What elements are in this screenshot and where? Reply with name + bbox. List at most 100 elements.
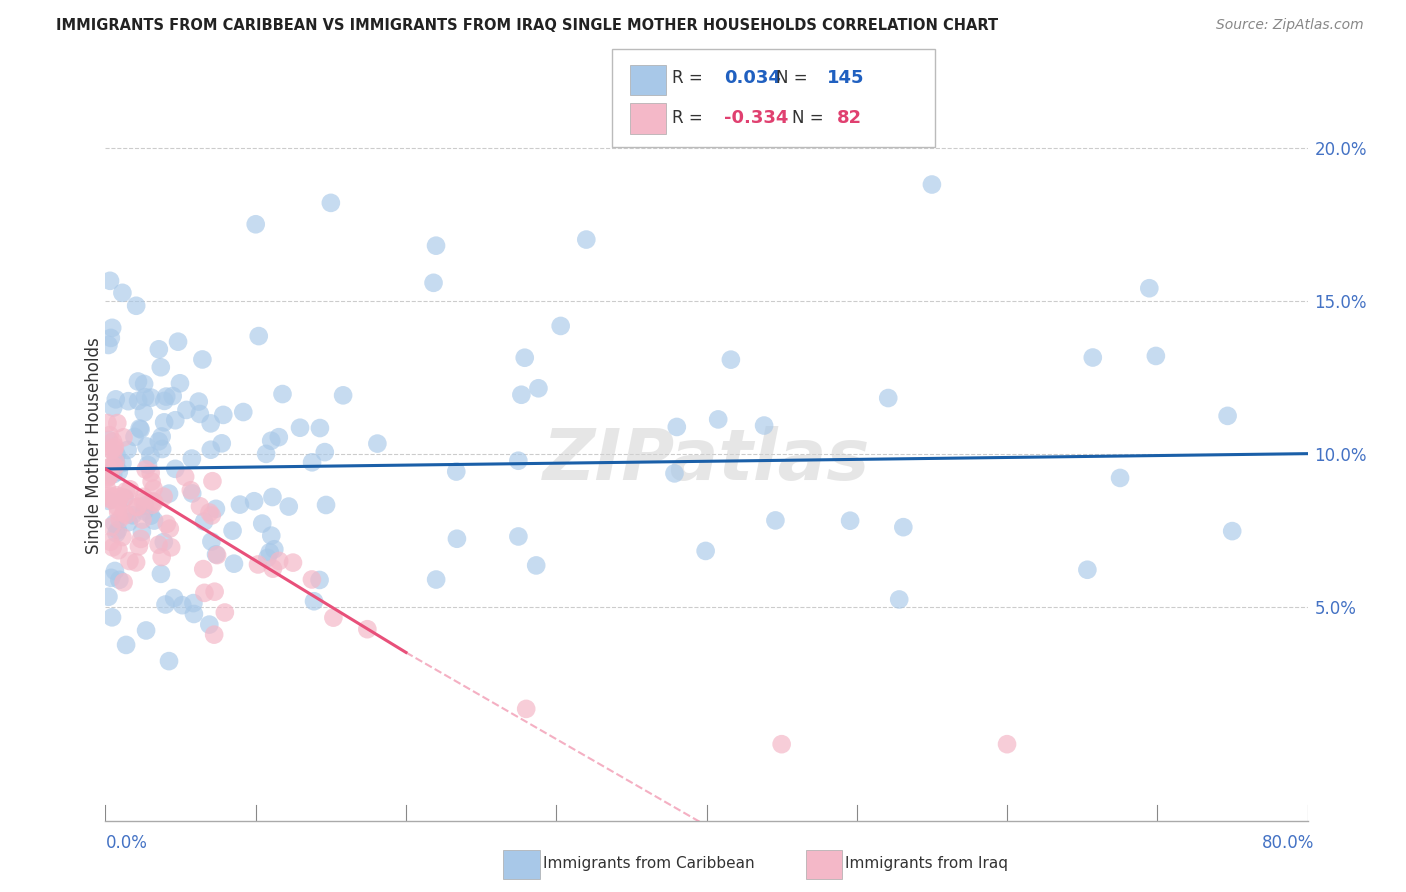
- Point: [664, 467, 686, 481]
- Point: [200, 417, 222, 431]
- Point: [153, 415, 176, 429]
- Point: [105, 416, 128, 430]
- Point: [157, 486, 180, 500]
- Point: [527, 381, 550, 395]
- Point: [127, 500, 149, 514]
- Point: [165, 413, 187, 427]
- Point: [180, 451, 202, 466]
- Point: [143, 495, 166, 509]
- Point: [105, 500, 128, 514]
- Point: [149, 360, 172, 375]
- Point: [135, 462, 157, 476]
- Point: [315, 498, 337, 512]
- Point: [107, 505, 129, 519]
- Text: 80.0%: 80.0%: [1263, 834, 1315, 852]
- Point: [214, 606, 236, 620]
- Text: Source: ZipAtlas.com: Source: ZipAtlas.com: [1216, 18, 1364, 32]
- Point: [425, 238, 447, 252]
- Point: [183, 607, 205, 621]
- Point: [131, 524, 153, 539]
- Point: [100, 491, 122, 506]
- Point: [262, 562, 284, 576]
- Point: [513, 351, 536, 365]
- Point: [117, 442, 139, 457]
- Point: [232, 405, 254, 419]
- Text: -0.334: -0.334: [724, 109, 789, 127]
- Point: [524, 558, 547, 573]
- Point: [108, 573, 131, 587]
- Text: 0.0%: 0.0%: [105, 834, 148, 852]
- Point: [695, 544, 717, 558]
- Point: [104, 440, 127, 454]
- Point: [174, 469, 197, 483]
- Point: [97, 493, 120, 508]
- Point: [1137, 281, 1160, 295]
- Point: [96, 482, 118, 496]
- Point: [150, 442, 173, 456]
- Point: [319, 195, 342, 210]
- Point: [1081, 351, 1104, 365]
- Point: [131, 512, 153, 526]
- Point: [105, 488, 128, 502]
- Point: [188, 500, 211, 514]
- Point: [200, 442, 222, 457]
- Point: [96, 416, 118, 430]
- Point: [889, 592, 911, 607]
- Point: [765, 513, 787, 527]
- Point: [267, 430, 290, 444]
- Point: [134, 504, 156, 518]
- Point: [167, 334, 190, 349]
- Point: [129, 532, 152, 546]
- Point: [277, 500, 299, 514]
- Text: 0.034: 0.034: [724, 70, 780, 87]
- Text: ZIPatlas: ZIPatlas: [543, 426, 870, 495]
- Point: [112, 430, 135, 444]
- Point: [149, 566, 172, 581]
- Point: [995, 737, 1018, 751]
- Point: [314, 445, 336, 459]
- Point: [356, 622, 378, 636]
- Point: [125, 299, 148, 313]
- Point: [134, 499, 156, 513]
- Text: 82: 82: [837, 109, 862, 127]
- Point: [155, 598, 177, 612]
- Point: [181, 486, 204, 500]
- Point: [366, 436, 388, 450]
- Point: [129, 422, 152, 436]
- Point: [134, 390, 156, 404]
- Point: [169, 376, 191, 391]
- Point: [256, 550, 278, 565]
- Point: [115, 508, 138, 522]
- Point: [118, 554, 141, 568]
- Point: [262, 490, 284, 504]
- Point: [97, 433, 120, 447]
- Point: [132, 490, 155, 504]
- Point: [425, 573, 447, 587]
- Point: [132, 494, 155, 508]
- Point: [112, 506, 135, 520]
- Point: [288, 421, 311, 435]
- Point: [252, 516, 274, 531]
- Point: [101, 541, 124, 555]
- Text: IMMIGRANTS FROM CARIBBEAN VS IMMIGRANTS FROM IRAQ SINGLE MOTHER HOUSEHOLDS CORRE: IMMIGRANTS FROM CARIBBEAN VS IMMIGRANTS …: [56, 18, 998, 33]
- Point: [98, 274, 121, 288]
- Point: [112, 575, 135, 590]
- Point: [183, 596, 205, 610]
- Point: [143, 514, 166, 528]
- Point: [139, 466, 162, 480]
- Point: [176, 403, 198, 417]
- Point: [202, 627, 225, 641]
- Point: [96, 489, 118, 503]
- Point: [128, 421, 150, 435]
- Point: [160, 541, 183, 555]
- Point: [125, 556, 148, 570]
- Point: [446, 532, 468, 546]
- Point: [665, 420, 688, 434]
- Point: [136, 458, 159, 472]
- Point: [107, 523, 129, 537]
- Point: [107, 543, 129, 558]
- Point: [148, 538, 170, 552]
- Point: [101, 434, 124, 449]
- Text: N =: N =: [776, 70, 813, 87]
- Text: R =: R =: [672, 70, 709, 87]
